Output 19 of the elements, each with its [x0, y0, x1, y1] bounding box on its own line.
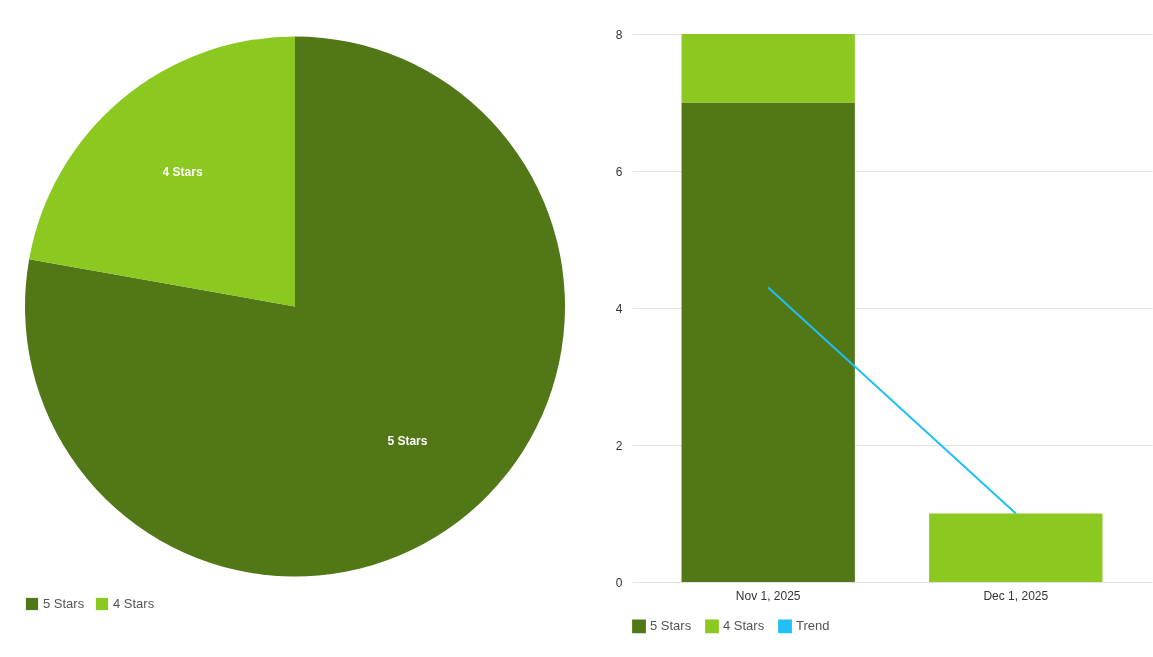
bar	[681, 102, 855, 582]
legend-label: Trend	[796, 618, 830, 634]
y-tick-label: 0	[615, 575, 623, 590]
pie-slice	[29, 36, 295, 307]
slice-label: 5 Stars	[387, 433, 428, 448]
slice-label: 4 Stars	[162, 165, 203, 180]
y-tick-label: 8	[615, 27, 623, 42]
legend-label: 5 Stars	[43, 596, 85, 611]
y-tick-label: 2	[615, 438, 623, 453]
x-tick-label: Dec 1, 2025	[983, 588, 1049, 603]
legend-label: 4 Stars	[723, 618, 765, 634]
pie-slice	[25, 36, 565, 577]
legend-label: 4 Stars	[113, 596, 155, 611]
x-tick-label: Nov 1, 2025	[735, 588, 801, 603]
bar	[929, 513, 1103, 582]
y-tick-label: 4	[615, 301, 623, 316]
bar	[681, 34, 855, 103]
y-tick-label: 6	[615, 164, 623, 179]
legend-label: 5 Stars	[650, 618, 692, 634]
